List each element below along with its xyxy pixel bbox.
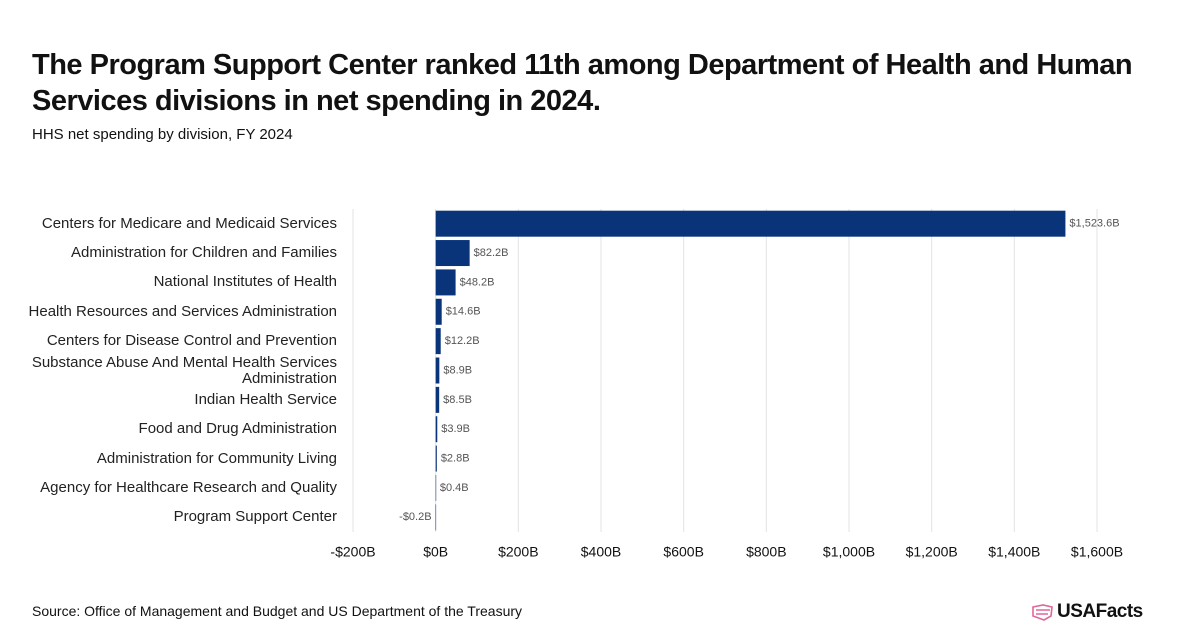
bar — [435, 298, 442, 325]
chart-subtitle: HHS net spending by division, FY 2024 — [32, 126, 293, 143]
x-tick-label: $1,200B — [906, 544, 958, 560]
x-tick-label: -$200B — [330, 544, 375, 560]
bar — [435, 386, 440, 413]
bar — [435, 474, 437, 501]
bar — [435, 357, 440, 384]
value-label: $3.9B — [441, 423, 470, 435]
value-label: $1,523.6B — [1069, 218, 1119, 230]
value-label: $12.2B — [445, 335, 480, 347]
x-tick-label: $1,400B — [988, 544, 1040, 560]
y-tick-label: Administration for Community Living — [96, 449, 337, 467]
bar — [435, 269, 456, 296]
y-tick-label: Agency for Healthcare Research and Quali… — [40, 478, 337, 496]
x-tick-label: $600B — [663, 544, 703, 560]
source: Source: Office of Management and Budget … — [32, 603, 523, 619]
bar — [435, 504, 437, 531]
brand: USAFacts — [1057, 601, 1143, 622]
bar — [435, 445, 437, 472]
y-tick-label: Centers for Disease Control and Preventi… — [46, 332, 337, 350]
bar — [435, 240, 470, 267]
bar — [435, 328, 441, 355]
x-tick-label: $800B — [746, 544, 786, 560]
y-tick-label: Administration for Children and Families — [71, 244, 337, 262]
y-tick-label: Centers for Medicare and Medicaid Servic… — [41, 214, 337, 232]
value-label: $0.4B — [440, 482, 469, 494]
y-tick-label: Food and Drug Administration — [138, 420, 337, 438]
y-tick-label: Indian Health Service — [194, 390, 337, 408]
x-tick-label: $1,600B — [1071, 544, 1123, 560]
y-tick-label: Program Support Center — [173, 508, 337, 526]
brand-icon — [1032, 604, 1053, 621]
value-label: $2.8B — [441, 452, 470, 464]
bar — [435, 416, 438, 443]
chart-title: The Program Support Center ranked 11th a… — [32, 49, 1133, 117]
x-tick-label: $0B — [423, 544, 448, 560]
value-label: $82.2B — [474, 247, 509, 259]
value-label: -$0.2B — [399, 511, 431, 523]
y-tick-label: Health Resources and Services Administra… — [28, 302, 337, 320]
x-tick-label: $1,000B — [823, 544, 875, 560]
value-label: $8.9B — [443, 364, 472, 376]
x-tick-label: $400B — [581, 544, 621, 560]
value-label: $8.5B — [443, 394, 472, 406]
y-tick-label: National Institutes of Health — [153, 273, 337, 291]
value-label: $14.6B — [446, 306, 481, 318]
y-tick-label: Substance Abuse And Mental Health Servic… — [31, 353, 337, 387]
value-label: $48.2B — [460, 276, 495, 288]
x-tick-label: $200B — [498, 544, 538, 560]
bar — [435, 210, 1066, 237]
